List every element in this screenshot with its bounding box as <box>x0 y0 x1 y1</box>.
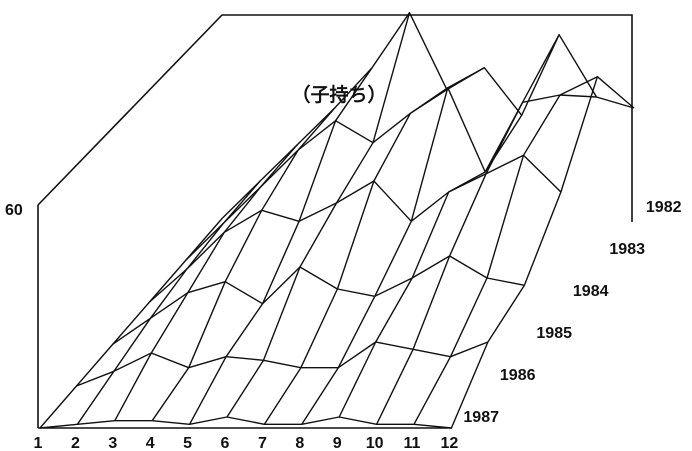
x-tick-label: 4 <box>146 435 155 451</box>
column-line-7 <box>263 89 448 425</box>
column-line-3 <box>114 144 298 422</box>
x-tick-label: 8 <box>295 435 304 451</box>
x-tick-label: 1 <box>34 435 43 451</box>
surface-mesh <box>39 12 635 429</box>
series-line-1983 <box>185 76 598 261</box>
column-line-11 <box>413 94 597 425</box>
y-tick-label: 1986 <box>500 367 536 384</box>
x-tick-label: 12 <box>441 435 459 451</box>
x-tick-label: 5 <box>183 435 192 451</box>
column-line-12 <box>450 76 635 429</box>
y-tick-label: 1987 <box>463 409 499 426</box>
x-tick-label: 7 <box>258 435 267 451</box>
series-line-1987 <box>39 416 452 429</box>
series-line-1984 <box>149 154 562 303</box>
column-line-9 <box>338 114 523 418</box>
chart-frame <box>37 14 633 429</box>
x-tick-label: 11 <box>404 435 421 451</box>
x-tick-labels: 1 2 3 4 5 6 7 8 9 10 11 12 <box>34 435 459 451</box>
series-line-1985 <box>112 255 525 345</box>
x-tick-label: 10 <box>366 435 384 451</box>
column-line-5 <box>188 67 373 425</box>
y-tick-label: 1984 <box>573 283 609 300</box>
column-line-10 <box>375 34 560 425</box>
column-line-4 <box>151 107 336 422</box>
series-line-1986 <box>76 341 489 387</box>
back-wall <box>37 14 633 222</box>
z-tick-label: 60 <box>5 202 23 219</box>
chart-title: （子持ち） <box>291 83 386 106</box>
y-tick-label: 1982 <box>646 199 682 216</box>
column-line-8 <box>301 67 485 425</box>
x-tick-label: 6 <box>221 435 230 451</box>
x-tick-label: 9 <box>333 435 342 451</box>
y-tick-labels: 1982 1983 1984 1985 1986 1987 <box>463 199 681 426</box>
column-line-6 <box>226 12 411 418</box>
x-tick-label: 2 <box>71 435 80 451</box>
y-tick-label: 1985 <box>536 325 572 342</box>
column-line-1 <box>39 217 224 429</box>
x-tick-label: 3 <box>108 435 117 451</box>
column-line-2 <box>76 180 261 425</box>
y-tick-label: 1983 <box>609 241 645 258</box>
series-line-1982 <box>222 12 635 219</box>
